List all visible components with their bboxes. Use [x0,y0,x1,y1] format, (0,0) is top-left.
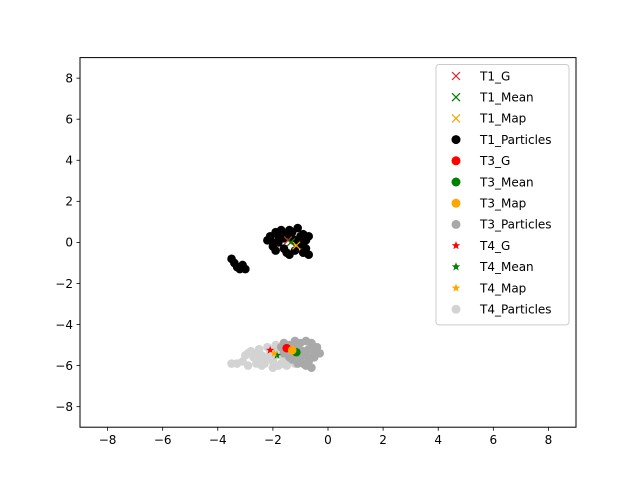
legend-item-t1-particles: T1_Particles [451,133,552,147]
legend-marker-t1-particles [451,135,461,145]
legend-label-t3-g: T3_G [479,154,510,168]
y-tick-label: −2 [55,277,73,291]
t3-map-point [287,345,297,355]
legend-item-t1-map: T1_Map [451,112,526,126]
t4-particles-point [252,348,261,358]
legend-item-t3-mean: T3_Mean [451,175,534,189]
t3-particles-point [307,353,316,362]
x-tick-label: 6 [490,433,498,447]
t1-particles-point [271,246,280,255]
legend-item-t4-g: T4_G [451,239,510,253]
legend-marker-t4-map [451,283,461,292]
x-tick-label: −4 [209,433,227,447]
x-tick-label: −6 [154,433,172,447]
t4-mean-point [272,351,282,359]
legend-marker-t4-mean [451,262,461,271]
t4-particles-point [274,361,283,370]
legend-label-t1-particles: T1_Particles [479,133,552,147]
t4-g-point [266,345,275,354]
x-axis: −8 −6 −4 −2 0 2 4 6 8 [99,427,553,447]
t1-particles-point [298,248,308,257]
t4-particles-point [257,361,267,370]
t4-map-series [270,348,279,357]
t3-map-series [287,345,297,355]
t1-mean-point [286,238,296,247]
legend-marker-t1-mean [451,92,461,102]
y-tick-label: 4 [65,154,73,168]
legend-label-t1-mean: T1_Mean [479,91,534,105]
legend-item-t3-particles: T3_Particles [451,218,552,232]
legend-marker-t3-particles [451,219,461,229]
t3-particles-point [293,359,302,368]
legend-item-t4-map: T4_Map [451,281,526,295]
legend-label-t1-g: T1_G [479,69,510,83]
legend-item-t1-mean: T1_Mean [451,91,534,105]
y-tick-label: 6 [65,113,73,127]
legend-label-t4-particles: T4_Particles [479,303,552,317]
legend-marker-t3-mean [451,177,461,187]
legend: T1_G T1_Mean T1_Map T1_Particles T3_G T3_Mean… [435,64,570,326]
chart-marks [227,223,325,372]
t1-particles-point [301,236,311,245]
t4-g-series [266,345,275,354]
legend-label-t1-map: T1_Map [479,112,526,126]
legend-item-t3-map: T3_Map [451,197,526,211]
legend-item-t4-particles: T4_Particles [451,303,552,317]
t1-map-point [292,241,301,250]
t4-particles-point [243,348,253,358]
y-tick-label: 0 [65,236,73,250]
t4-particles-point [282,361,291,370]
legend-label-t3-map: T3_Map [479,197,526,211]
t4-particles-point [243,361,253,370]
t4-map-point [270,348,279,357]
y-tick-label: −6 [55,359,73,373]
x-tick-label: −2 [264,433,282,447]
t1-map-series [292,241,301,250]
legend-label-t3-particles: T3_Particles [479,218,552,232]
t1-particles-point [268,238,278,247]
y-axis: −8 −6 −4 −2 0 2 4 6 8 [55,71,80,414]
t1-mean-series [286,238,296,247]
y-tick-label: −4 [55,318,73,332]
x-tick-label: 0 [324,433,332,447]
y-tick-label: 2 [65,195,73,209]
t4-mean-series [272,351,282,359]
legend-label-t4-map: T4_Map [479,281,526,295]
t3-particles-point [301,361,311,370]
legend-marker-t4-g [451,241,461,250]
legend-marker-t4-particles [451,304,461,314]
t1-particles-point [274,231,283,241]
y-tick-label: −8 [55,400,73,414]
legend-label-t4-mean: T4_Mean [479,260,534,274]
x-tick-label: 2 [379,433,387,447]
x-tick-label: −8 [99,433,117,447]
legend-label-t4-g: T4_G [479,239,510,253]
t1-particles-point [285,225,294,235]
x-tick-label: 8 [545,433,553,447]
t4-particles-point [227,359,236,368]
y-tick-label: 8 [65,71,73,85]
legend-marker-t3-map [451,198,461,208]
legend-box [435,64,570,326]
legend-marker-t3-g [451,156,461,166]
x-tick-label: 4 [434,433,442,447]
legend-marker-t1-map [451,113,461,123]
legend-label-t3-mean: T3_Mean [479,175,534,189]
t1-particles-series [227,223,314,274]
legend-item-t4-mean: T4_Mean [451,260,534,274]
legend-item-t3-g: T3_G [451,154,510,168]
legend-item-t1-g: T1_G [451,69,510,83]
legend-marker-t1-g [451,71,461,81]
t1-particles-point [241,264,250,274]
t1-particles-point [282,248,291,257]
